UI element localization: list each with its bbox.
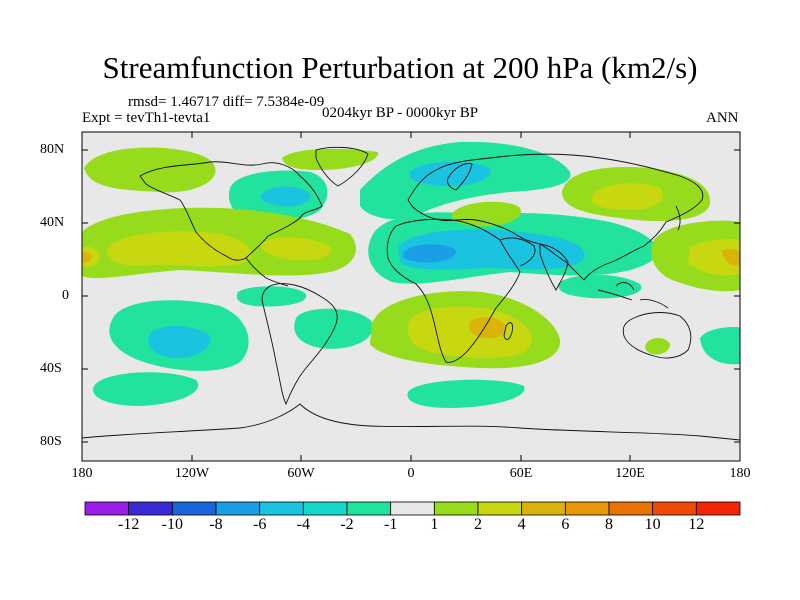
colorbar-box bbox=[128, 501, 173, 516]
contour-neg-spac-high bbox=[93, 372, 199, 406]
season-label: ANN bbox=[706, 110, 739, 126]
coast-antarctica bbox=[82, 403, 740, 441]
y-tick-label: 40S bbox=[40, 361, 62, 376]
coast-central-america bbox=[245, 257, 289, 287]
colorbar-label: 12 bbox=[688, 516, 705, 533]
colorbar-label: -4 bbox=[296, 516, 310, 533]
coast-indonesia bbox=[597, 282, 669, 309]
colorbar-box bbox=[564, 501, 610, 516]
coast-greenland bbox=[315, 146, 369, 187]
colorbar-box bbox=[477, 501, 523, 516]
contour-neg-sio bbox=[700, 327, 740, 365]
colorbar-box bbox=[302, 501, 348, 516]
x-tick-label: 60E bbox=[509, 466, 533, 481]
colorbar-label: -1 bbox=[383, 516, 398, 533]
contour-field bbox=[82, 141, 740, 408]
y-tick-label: 80N bbox=[40, 142, 65, 157]
colorbar-box bbox=[433, 501, 479, 516]
colorbar-label: 2 bbox=[474, 516, 482, 533]
colorbar-box bbox=[215, 501, 261, 516]
colorbar-label: 4 bbox=[517, 516, 526, 533]
coast-scandinavia bbox=[447, 163, 473, 191]
colorbar-box bbox=[652, 501, 697, 516]
colorbar-box bbox=[521, 501, 566, 516]
colorbar-label: 8 bbox=[605, 516, 613, 533]
contour-pos-mediterranean bbox=[451, 201, 521, 227]
experiment-label: Expt = tevTh1-tevta1 bbox=[82, 110, 211, 126]
coast-south-america bbox=[261, 283, 338, 406]
coast-japan bbox=[675, 205, 681, 231]
colorbar-box bbox=[608, 501, 654, 516]
coast-india bbox=[539, 243, 569, 291]
colorbar-box bbox=[346, 501, 392, 516]
tick-marks bbox=[81, 132, 741, 461]
x-tick-label: 120E bbox=[615, 466, 645, 481]
colorbar-box bbox=[695, 501, 741, 516]
coast-africa bbox=[386, 218, 521, 363]
contour-core-spac-neg bbox=[148, 325, 211, 359]
contour-core-tropical-atl bbox=[261, 237, 332, 261]
contour-neg-samerica bbox=[236, 286, 307, 307]
coast-madagascar bbox=[503, 322, 513, 340]
colorbar-label: -6 bbox=[252, 516, 267, 533]
y-tick-label: 40N bbox=[40, 215, 65, 230]
colorbar-label: 1 bbox=[430, 516, 439, 533]
colorbar-box bbox=[171, 501, 217, 516]
contour-neg-sao-high bbox=[407, 379, 525, 408]
x-tick-label: 120W bbox=[174, 466, 210, 481]
colorbar-label: 10 bbox=[644, 516, 661, 533]
coastlines bbox=[82, 146, 740, 441]
colorbar-box bbox=[259, 501, 304, 516]
contour-pos-greenland bbox=[282, 148, 379, 170]
colorbar bbox=[84, 501, 741, 516]
contour-core-safrica-pos bbox=[407, 306, 532, 359]
contour-core-wpac-west2 bbox=[82, 251, 92, 263]
contour-core-africa-neg2 bbox=[402, 244, 457, 263]
contour-core-wpac-east2 bbox=[722, 249, 740, 266]
y-tick-label: 0 bbox=[62, 288, 69, 303]
colorbar-label: -2 bbox=[340, 516, 354, 533]
period-label: 0204kyr BP - 0000kyr BP bbox=[322, 105, 479, 121]
coast-australia bbox=[622, 312, 692, 359]
colorbar-label: -8 bbox=[209, 516, 223, 533]
contour-core-nwpac bbox=[591, 183, 664, 210]
colorbar-box bbox=[390, 501, 435, 516]
map-title: Streamfunction Perturbation at 200 hPa (… bbox=[102, 50, 698, 85]
x-tick-label: 60W bbox=[287, 466, 315, 481]
contour-pos-npac-high bbox=[84, 147, 216, 193]
contour-core-wpac bbox=[688, 238, 740, 276]
colorbar-label: -12 bbox=[117, 516, 140, 533]
x-tick-label: 0 bbox=[407, 466, 415, 481]
contour-core-tropical bbox=[106, 231, 252, 267]
colorbar-box bbox=[84, 501, 130, 516]
x-tick-label: 180 bbox=[71, 466, 93, 481]
contour-core-safrica-pos2 bbox=[468, 317, 507, 339]
stats-label: rmsd= 1.46717 diff= 7.5384e-09 bbox=[128, 94, 325, 110]
y-tick-label: 80S bbox=[40, 434, 62, 449]
coast-north-america bbox=[139, 161, 323, 261]
colorbar-label: -10 bbox=[161, 516, 183, 533]
contour-core-namerica-neg bbox=[260, 186, 311, 207]
x-tick-label: 180 bbox=[729, 466, 751, 481]
contour-core-arctic-neg bbox=[409, 161, 491, 187]
contour-neg-seasia bbox=[558, 274, 642, 299]
coast-eurasia bbox=[407, 153, 704, 281]
coast-arabia bbox=[499, 237, 536, 267]
colorbar-label: 6 bbox=[561, 516, 570, 533]
contour-pos-australia bbox=[645, 338, 670, 355]
